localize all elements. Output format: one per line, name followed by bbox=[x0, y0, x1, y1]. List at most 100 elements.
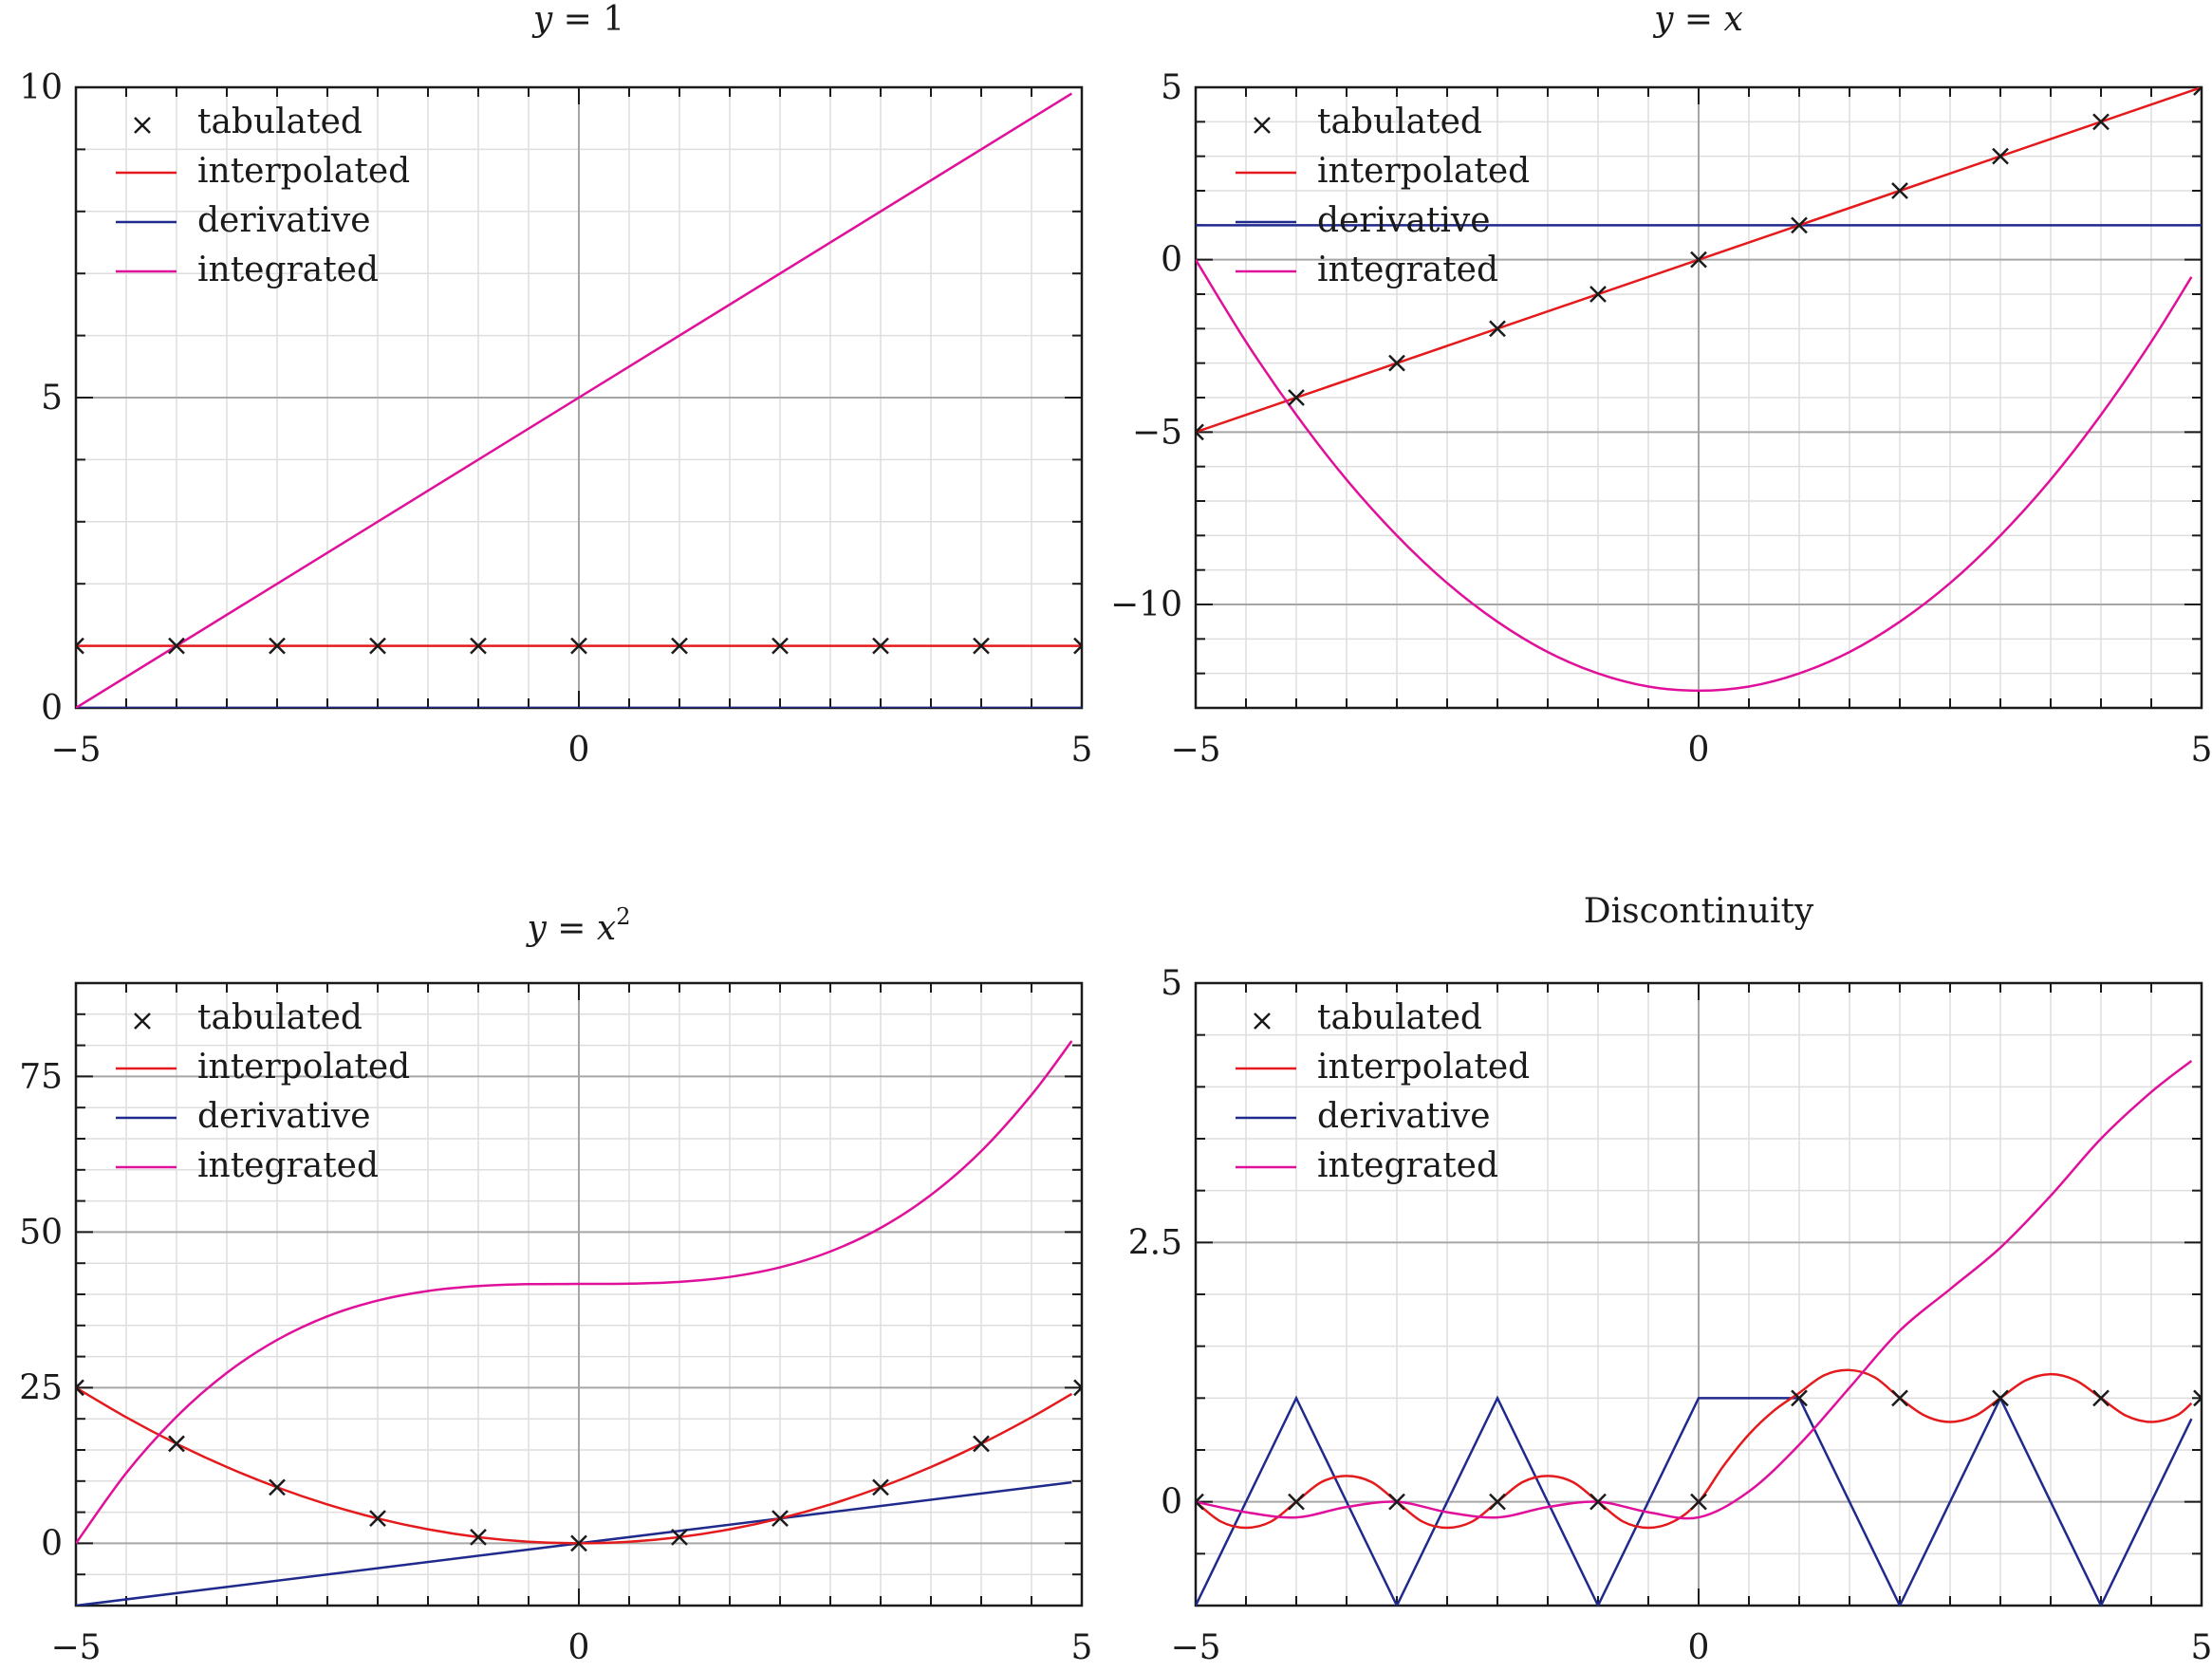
y-tick-label: 5 bbox=[1161, 68, 1182, 107]
x-tick-label: 5 bbox=[1071, 1628, 1093, 1667]
y-tick-label: 50 bbox=[19, 1213, 63, 1252]
legend-marker-tabulated bbox=[1254, 117, 1271, 134]
legend-marker-tabulated bbox=[134, 1012, 151, 1030]
tabulated-marker bbox=[76, 1379, 84, 1397]
x-tick-label: 5 bbox=[2191, 731, 2212, 770]
plot-area bbox=[76, 92, 1082, 708]
chart-title: y = 1 bbox=[531, 0, 624, 39]
x-tick-label: −5 bbox=[50, 1628, 101, 1667]
y-tick-label: 2.5 bbox=[1128, 1223, 1182, 1262]
interpolated-line bbox=[76, 1386, 1073, 1545]
tabulated-marker bbox=[771, 1510, 789, 1528]
x-tick-label: −5 bbox=[1170, 731, 1220, 770]
tabulated-marker bbox=[2092, 1389, 2110, 1407]
legend: tabulated interpolated derivative integrate… bbox=[1236, 102, 1530, 289]
legend-label-derivative: derivative bbox=[197, 1097, 371, 1136]
tabulated-marker bbox=[2092, 113, 2110, 131]
plot-area bbox=[1196, 87, 2202, 693]
tabulated-marker bbox=[269, 1478, 286, 1496]
tabulated-marker bbox=[1589, 1493, 1607, 1511]
tabulated-marker bbox=[1073, 1379, 1082, 1397]
tabulated-marker bbox=[1589, 286, 1607, 303]
y-tick-label: −10 bbox=[1110, 585, 1182, 624]
y-tick-label: −5 bbox=[1132, 413, 1182, 452]
legend-marker-tabulated bbox=[1254, 1012, 1271, 1030]
x-tick-label: 0 bbox=[1688, 1628, 1710, 1667]
tabulated-marker bbox=[269, 637, 286, 655]
integrated-line bbox=[76, 92, 1073, 708]
y-tick-label: 0 bbox=[41, 689, 63, 728]
x-tick-label: 0 bbox=[1688, 731, 1710, 770]
legend-label-tabulated: tabulated bbox=[197, 998, 362, 1037]
legend-label-integrated: integrated bbox=[1317, 1146, 1498, 1185]
integrated-line bbox=[1196, 1060, 2193, 1520]
tabulated-marker bbox=[1791, 1389, 1808, 1407]
tabulated-marker bbox=[1992, 147, 2009, 165]
tabulated-marker bbox=[1196, 423, 1204, 441]
y-tick-label: 5 bbox=[41, 379, 63, 418]
integrated-line bbox=[1196, 259, 2193, 693]
tabulated-marker bbox=[1489, 1493, 1506, 1511]
chart-title: y = x bbox=[1652, 0, 1743, 39]
legend-label-integrated: integrated bbox=[197, 1146, 379, 1185]
tabulated-marker bbox=[369, 1510, 386, 1528]
legend: tabulated interpolated derivative integrate… bbox=[116, 998, 410, 1185]
x-tick-label: 0 bbox=[568, 731, 590, 770]
tabulated-marker bbox=[1690, 251, 1707, 269]
legend-label-tabulated: tabulated bbox=[1317, 998, 1482, 1037]
integrated-line bbox=[76, 1040, 1073, 1545]
chart-panel-4: −5 0 5 0 2.5 5 Discontinuity tabulated interpola… bbox=[1128, 892, 2212, 1667]
chart-title: Discontinuity bbox=[1584, 892, 1814, 931]
tabulated-marker bbox=[1288, 389, 1305, 406]
tabulated-marker bbox=[872, 1478, 889, 1496]
y-tick-label: 75 bbox=[19, 1057, 63, 1096]
tabulated-marker bbox=[1992, 1389, 2009, 1407]
legend-label-derivative: derivative bbox=[1317, 1097, 1491, 1136]
tabulated-marker bbox=[1388, 354, 1405, 372]
tabulated-marker bbox=[570, 637, 587, 655]
tabulated-marker bbox=[76, 637, 84, 655]
tabulated-marker bbox=[470, 637, 487, 655]
legend: tabulated interpolated derivative integrate… bbox=[116, 102, 410, 289]
legend-label-integrated: integrated bbox=[1317, 251, 1498, 289]
tabulated-marker bbox=[973, 637, 990, 655]
legend-label-interpolated: interpolated bbox=[1317, 1048, 1530, 1087]
tabulated-marker bbox=[168, 1435, 185, 1453]
tabulated-marker bbox=[168, 637, 185, 655]
grid bbox=[75, 982, 1083, 1607]
chart-title: y = x2 bbox=[526, 903, 631, 948]
y-tick-label: 0 bbox=[41, 1524, 63, 1563]
tabulated-marker bbox=[1073, 637, 1082, 655]
tabulated-marker bbox=[470, 1528, 487, 1546]
tabulated-marker bbox=[973, 1435, 990, 1453]
legend-label-interpolated: interpolated bbox=[1317, 152, 1530, 191]
interpolated-line bbox=[1196, 1368, 2193, 1530]
plot-area bbox=[1196, 1060, 2202, 1606]
tabulated-marker bbox=[1891, 1389, 1908, 1407]
legend-label-tabulated: tabulated bbox=[1317, 102, 1482, 141]
tabulated-marker bbox=[369, 637, 386, 655]
tabulated-marker bbox=[2193, 87, 2202, 96]
tabulated-marker bbox=[570, 1534, 587, 1552]
tabulated-marker bbox=[671, 1528, 688, 1546]
legend: tabulated interpolated derivative integrate… bbox=[1236, 998, 1530, 1185]
chart-panel-2: −5 0 5 −10 −5 0 5 y = x tabulated interpolated der… bbox=[1110, 0, 2212, 770]
y-tick-label: 25 bbox=[19, 1368, 63, 1407]
x-tick-label: −5 bbox=[50, 731, 101, 770]
tabulated-marker bbox=[2193, 1389, 2202, 1407]
legend-label-interpolated: interpolated bbox=[197, 152, 410, 191]
tabulated-marker bbox=[872, 637, 889, 655]
derivative-line bbox=[1196, 1395, 2193, 1606]
tabulated-marker bbox=[1288, 1493, 1305, 1511]
legend-label-derivative: derivative bbox=[197, 201, 371, 240]
tabulated-marker bbox=[1690, 1493, 1707, 1511]
y-tick-label: 0 bbox=[1161, 1483, 1182, 1522]
legend-label-integrated: integrated bbox=[197, 251, 379, 289]
legend-label-tabulated: tabulated bbox=[197, 102, 362, 141]
y-tick-label: 5 bbox=[1161, 964, 1182, 1003]
legend-label-interpolated: interpolated bbox=[197, 1048, 410, 1087]
y-tick-label: 0 bbox=[1161, 241, 1182, 280]
